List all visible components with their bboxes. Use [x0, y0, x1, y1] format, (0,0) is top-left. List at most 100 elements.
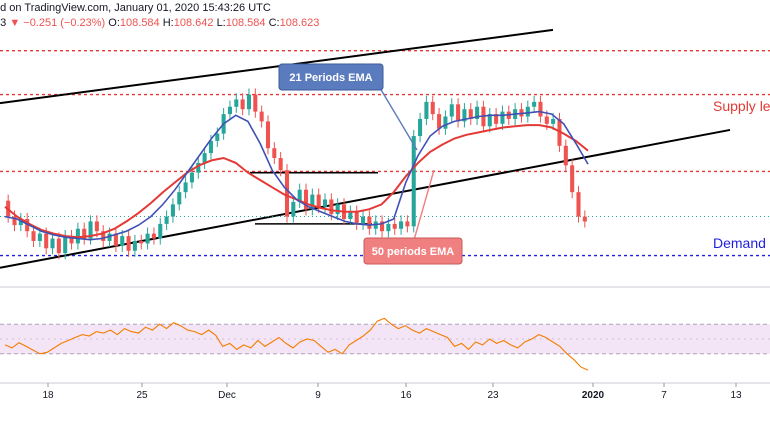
candle-body	[430, 101, 435, 115]
candle-body	[25, 219, 30, 232]
x-tick-label: 18	[42, 390, 54, 401]
candle-body	[183, 182, 188, 193]
candle-body	[284, 170, 290, 217]
candle-body	[443, 116, 448, 129]
candle-body	[551, 118, 556, 124]
candle-body	[500, 111, 505, 124]
rsi-line	[4, 317, 589, 371]
candle-body	[525, 106, 530, 117]
candle-body	[449, 104, 454, 117]
ohlc-bar: 23 ▼ −0.251 (−0.23%) O:108.584 H:108.642…	[0, 17, 319, 29]
candle-body	[265, 121, 271, 149]
channel-upper-line	[0, 28, 554, 105]
candle-body	[405, 221, 410, 227]
candle-body	[348, 211, 353, 219]
candle-body	[291, 201, 296, 217]
candle-body	[418, 118, 423, 137]
candle-body	[456, 104, 461, 122]
candle-body	[107, 233, 112, 241]
candle-body	[44, 233, 49, 249]
candle-body	[63, 236, 68, 254]
candle-body	[424, 101, 429, 119]
x-tick-label: 13	[730, 390, 742, 401]
candle-body	[126, 236, 131, 251]
candle-body	[411, 136, 416, 227]
candle-body	[164, 216, 169, 224]
candle-body	[234, 99, 239, 107]
candle-body	[113, 233, 118, 246]
down-arrow-icon: ▼	[9, 17, 21, 29]
candle-body	[101, 231, 106, 241]
candle-body	[12, 216, 17, 226]
supply-zone-label: Supply le	[713, 98, 770, 114]
candle-body	[120, 236, 125, 246]
x-tick-label: 25	[136, 390, 148, 401]
demand-zone-label: Demand	[713, 235, 766, 251]
candle-body	[246, 94, 252, 110]
candle-body	[170, 204, 175, 217]
candle-body	[494, 114, 499, 124]
candle-body	[177, 192, 182, 205]
candle-body	[386, 223, 391, 232]
ema50-label-box	[363, 237, 463, 265]
candle-body	[18, 219, 23, 226]
ema21-pointer	[379, 87, 418, 151]
open-label: O:	[108, 17, 120, 29]
candle-body	[354, 211, 359, 224]
candle-body	[50, 238, 55, 249]
candle-body	[303, 189, 309, 210]
candle-body	[576, 192, 581, 217]
candle-body	[56, 238, 61, 254]
candle-body	[189, 172, 194, 183]
candle-body	[82, 228, 87, 239]
ema50-label: 50 periods EMA	[372, 246, 455, 258]
ema50-pointer	[413, 169, 435, 241]
candle-body	[329, 199, 334, 215]
candle-body	[361, 216, 366, 224]
x-tick-label: 23	[487, 390, 499, 401]
candle-body	[462, 109, 467, 122]
candle-body	[253, 94, 258, 112]
x-tick-label: Dec	[218, 390, 236, 401]
candle-body	[437, 114, 442, 129]
x-tick-label: 16	[400, 390, 412, 401]
candle-body	[367, 216, 372, 229]
candle-body	[145, 233, 150, 244]
x-tick-label: 7	[661, 390, 667, 401]
low-label: L:	[216, 17, 226, 29]
candle-body	[570, 165, 575, 193]
high-label: H:	[162, 17, 174, 29]
candle-body	[399, 221, 404, 229]
low-value: 108.584	[225, 17, 266, 29]
candle-body	[158, 223, 163, 239]
candle-body	[392, 223, 397, 229]
x-tick-label: 2020	[582, 390, 605, 401]
candle-body	[316, 194, 321, 207]
candle-body	[31, 231, 36, 241]
open-value: 108.584	[119, 17, 160, 29]
candle-body	[75, 228, 80, 244]
chart-header: ed on TradingView.com, January 01, 2020 …	[0, 0, 770, 31]
ema21-line	[4, 110, 589, 241]
candle-body	[380, 221, 385, 232]
ema21-label: 21 Periods EMA	[289, 72, 372, 84]
candle-body	[208, 140, 213, 154]
candle-body	[538, 101, 543, 117]
candle-body	[335, 204, 340, 215]
candle-body	[94, 221, 99, 232]
candle-body	[240, 99, 245, 110]
candle-body	[196, 162, 201, 173]
candle-body	[487, 114, 492, 127]
candle-body	[278, 158, 283, 171]
candle-body	[215, 133, 220, 141]
candle-body	[88, 221, 93, 239]
last-price-fragment: 23	[0, 17, 7, 29]
candle-body	[272, 148, 277, 158]
candle-body	[475, 106, 480, 119]
publisher-text: ed on TradingView.com, January 01, 2020 …	[0, 2, 271, 14]
candle-body	[259, 111, 264, 122]
candle-body	[132, 240, 137, 251]
candle-body	[582, 216, 587, 222]
